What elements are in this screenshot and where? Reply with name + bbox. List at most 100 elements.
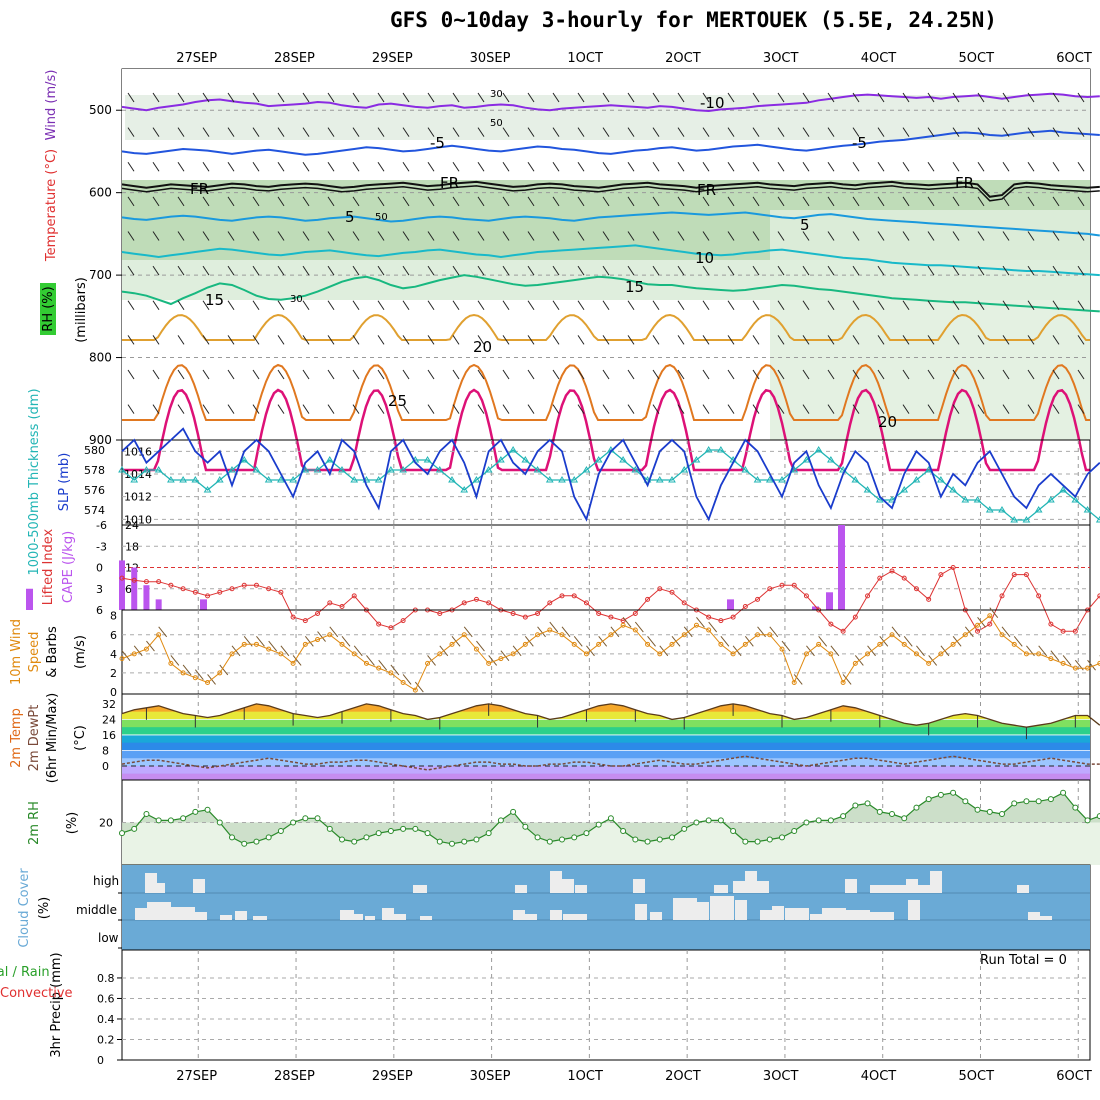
cape-bar — [727, 599, 734, 610]
pressure-tick-label: 700 — [89, 268, 112, 282]
wind-barb — [477, 265, 485, 276]
wind-barb — [256, 636, 265, 647]
wind-speed-point — [376, 665, 382, 671]
wind10m-panel: 8 6 4 2 0 — [110, 607, 1100, 699]
wind-speed-point — [229, 651, 235, 657]
lifted-point — [791, 582, 797, 588]
rh2m-unit: (%) — [65, 812, 80, 835]
wind-barb — [602, 92, 610, 103]
wind-barb — [769, 626, 779, 638]
rh2m-point — [583, 830, 590, 837]
thickness-point — [118, 466, 126, 473]
wind-speed-point — [706, 627, 712, 633]
thickness-line — [121, 449, 1100, 521]
cloud-high-block — [145, 873, 157, 893]
wind-barb — [577, 265, 585, 276]
wind-barb — [527, 92, 535, 103]
wind-barb — [1052, 300, 1060, 311]
lifted-point — [351, 593, 357, 599]
wind-barb — [252, 196, 260, 207]
precip-tick-label: 0.4 — [97, 1013, 115, 1026]
lifted-point — [718, 618, 724, 624]
date-axis: 27SEP 28SEP 29SEP 30SEP 1OCT 2OCT 3OCT 4OCT 5OCT… — [176, 51, 1092, 1084]
wind-barb — [1027, 161, 1035, 172]
wind-speed-point — [363, 660, 369, 666]
wind-barb — [677, 404, 685, 414]
wind-speed-point — [730, 651, 736, 657]
wind-barb — [752, 335, 760, 345]
wind-barb — [602, 196, 610, 207]
wind-speed-point — [877, 641, 883, 647]
wind-barb — [902, 161, 910, 172]
p4-frame — [121, 609, 1091, 695]
wind-barb — [152, 196, 160, 207]
wind-barb — [777, 404, 785, 414]
wind-barb — [127, 92, 135, 103]
lifted-point — [901, 575, 907, 581]
wind-barb — [152, 369, 160, 380]
lifted-point — [620, 618, 626, 624]
wind-speed-point — [217, 670, 223, 676]
wind-barb — [702, 196, 710, 207]
wind-barb — [327, 300, 335, 311]
wind-speed-point — [192, 675, 198, 681]
cape-bar — [200, 599, 207, 610]
lifted-point — [400, 618, 406, 624]
lifted-point — [522, 614, 528, 620]
wind-barb — [427, 196, 435, 207]
top-date-label: 3OCT — [763, 51, 799, 66]
lifted-point — [266, 586, 272, 592]
thickness-point — [753, 476, 762, 483]
thickness-point — [1010, 516, 1019, 523]
wind-barb — [302, 335, 310, 345]
wind-barb — [952, 161, 960, 172]
wind-barb — [277, 265, 285, 276]
wind-barb — [577, 231, 585, 241]
lifted-point — [1072, 628, 1078, 634]
rh2m-point — [363, 834, 370, 841]
wind-barb — [827, 369, 835, 380]
lifted-point — [302, 618, 308, 624]
wind-barb — [677, 127, 685, 137]
wind-barb — [1052, 196, 1060, 207]
wind-speed-point — [938, 651, 944, 657]
temp2m-label: 2m Temp — [9, 708, 24, 768]
wind-barb — [302, 161, 310, 172]
lifted-point — [828, 621, 834, 627]
wind-barb — [202, 265, 210, 276]
wind-barb — [927, 161, 935, 172]
wind-barb — [427, 231, 435, 241]
wind-barb — [133, 645, 143, 657]
wind-barb — [327, 404, 335, 414]
wind-barb — [182, 664, 192, 676]
thickness-point — [973, 496, 982, 503]
thickness-point — [717, 446, 725, 453]
wind-barb — [977, 404, 985, 414]
rh2m-point — [229, 834, 235, 841]
rh2m-point — [143, 811, 150, 817]
wind-barb — [127, 231, 135, 241]
wind-barb — [652, 196, 660, 207]
wind-barb — [252, 161, 260, 172]
wind-barb — [477, 300, 485, 311]
cloud-high-block — [733, 881, 745, 893]
wind-barb — [602, 369, 610, 380]
isotherm-label: 5 — [800, 216, 810, 234]
cloud-tick-label: middle — [76, 903, 117, 917]
thickness-point — [1059, 486, 1067, 493]
top-date-label: 28SEP — [274, 51, 315, 66]
wind-barb — [1027, 404, 1035, 414]
isotherm-label: -5 — [852, 134, 867, 152]
thickness-point — [509, 446, 517, 453]
cloud-mid-block — [1028, 912, 1040, 920]
wind-barb — [377, 161, 385, 172]
rh2m-point — [901, 815, 908, 822]
wind-speed-point — [131, 651, 137, 657]
top-date-label: 30SEP — [470, 51, 511, 66]
wind-barb — [202, 127, 210, 137]
thickness-point — [313, 466, 322, 473]
wind-barb — [647, 636, 656, 647]
cloud-mid-block — [908, 900, 920, 920]
lifted-point — [376, 621, 382, 627]
wind-barb — [827, 265, 835, 276]
